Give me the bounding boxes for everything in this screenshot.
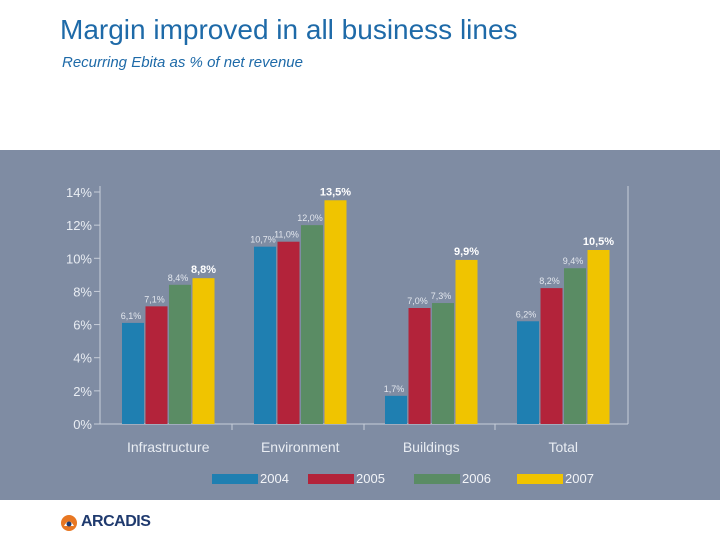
bar-chart: 0% 2% 4% 6% 8% 10% 12% 14% Infrastructure Enviro… — [66, 185, 629, 455]
y-tick-label: 0% — [73, 417, 92, 432]
bar-2004-buildings — [385, 395, 407, 424]
legend-swatch-2004 — [212, 474, 258, 484]
chart-legend: 2004 2005 2006 2007 — [0, 470, 720, 492]
legend-label-2005: 2005 — [356, 471, 385, 486]
legend-label-2007: 2007 — [565, 471, 594, 486]
x-category-label: Total — [548, 439, 578, 455]
arcadis-logo-text: ARCADIS — [81, 513, 151, 530]
bar-2006-buildings — [432, 303, 454, 424]
x-category-label: Infrastructure — [127, 439, 210, 455]
bar-2006-infrastructure — [169, 284, 191, 424]
bar-2005-environment — [277, 241, 300, 424]
bar-2007-buildings — [455, 259, 478, 424]
arcadis-logo-icon — [61, 515, 77, 531]
slide-title: Margin improved in all business lines — [60, 14, 518, 45]
bar-2006-environment — [301, 225, 323, 424]
bar-2007-total — [587, 250, 610, 424]
slide-subtitle: Recurring Ebita as % of net revenue — [62, 54, 303, 71]
data-label: 9,9% — [454, 246, 479, 258]
y-tick-label: 4% — [73, 351, 92, 366]
bar-2004-infrastructure — [122, 322, 144, 424]
bar-2004-total — [517, 321, 539, 424]
data-label: 8,4% — [168, 273, 189, 283]
y-tick-label: 10% — [66, 251, 92, 266]
data-label: 1,7% — [384, 384, 405, 394]
legend-swatch-2006 — [414, 474, 460, 484]
y-tick-label: 8% — [73, 284, 92, 299]
data-label: 6,1% — [121, 311, 142, 321]
data-label: 8,2% — [539, 276, 560, 286]
bar-2007-infrastructure — [192, 278, 215, 424]
data-label: 12,0% — [297, 213, 323, 223]
legend-swatch-2005 — [308, 474, 354, 484]
data-label: 10,7% — [250, 235, 276, 245]
data-label: 7,0% — [407, 296, 428, 306]
legend-label-2006: 2006 — [462, 471, 491, 486]
chart-panel: 0% 2% 4% 6% 8% 10% 12% 14% Infrastructure Enviro… — [0, 150, 720, 500]
data-label: 7,3% — [431, 291, 452, 301]
data-label: 11,0% — [274, 230, 299, 240]
legend-label-2004: 2004 — [260, 471, 289, 486]
bar-2005-total — [540, 288, 563, 424]
bar-2007-environment — [324, 200, 347, 424]
bar-2005-infrastructure — [145, 306, 168, 424]
y-tick-label: 6% — [73, 318, 92, 333]
data-label: 9,4% — [563, 256, 584, 266]
data-label: 6,2% — [516, 309, 537, 319]
data-label: 7,1% — [144, 294, 165, 304]
bar-2004-environment — [254, 246, 276, 424]
data-label: 10,5% — [583, 236, 614, 248]
data-label: 8,8% — [191, 264, 216, 276]
legend-swatch-2007 — [517, 474, 563, 484]
y-tick-label: 14% — [66, 185, 92, 200]
x-category-label: Environment — [261, 439, 340, 455]
bar-2005-buildings — [408, 308, 431, 424]
y-tick-label: 2% — [73, 384, 92, 399]
y-tick-label: 12% — [66, 218, 92, 233]
bar-2006-total — [564, 268, 586, 424]
data-label: 13,5% — [320, 186, 351, 198]
x-category-label: Buildings — [403, 439, 460, 455]
